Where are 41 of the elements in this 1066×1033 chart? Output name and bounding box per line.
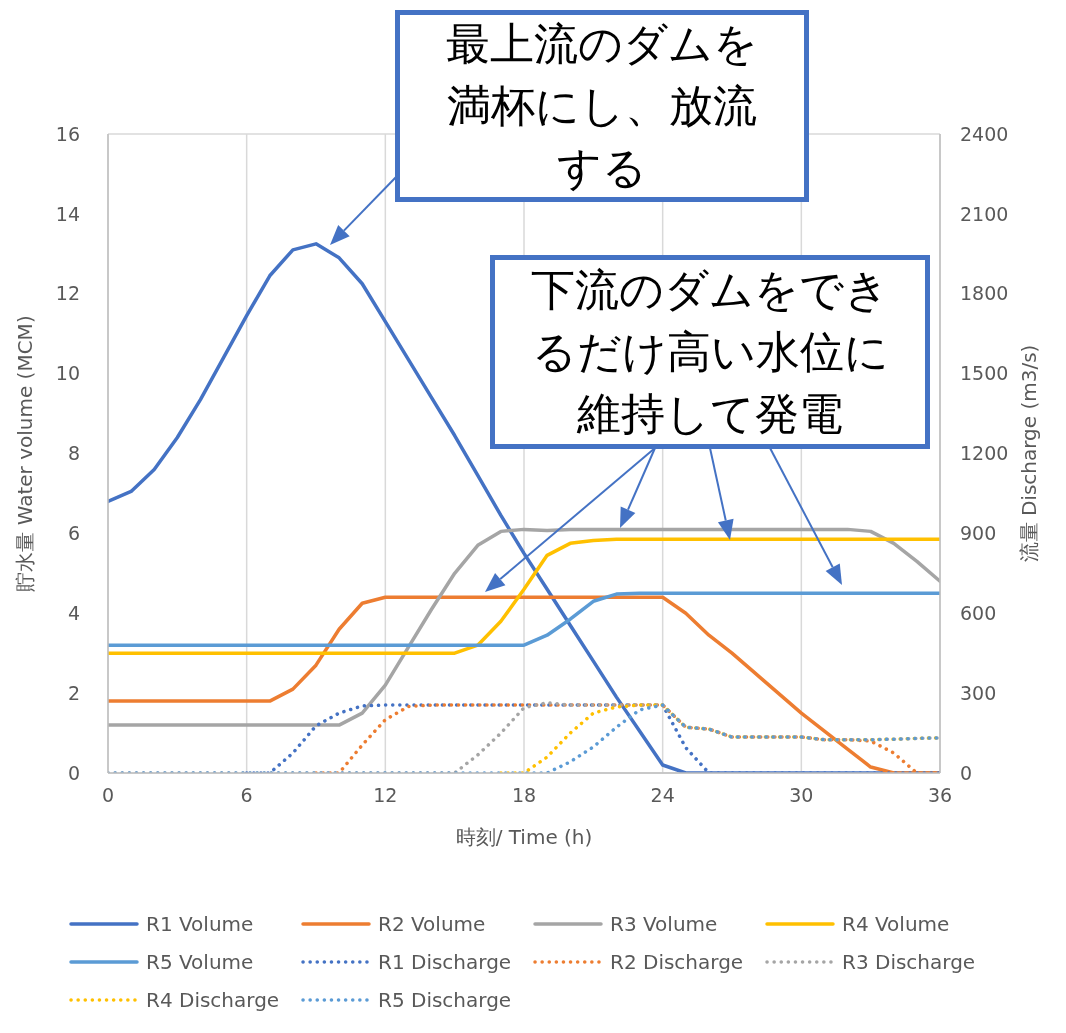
y2-tick-label: 900 bbox=[960, 522, 997, 545]
y-tick-label: 6 bbox=[67, 522, 80, 545]
legend-label: R4 Volume bbox=[842, 912, 950, 936]
y-tick-label: 8 bbox=[67, 442, 80, 465]
y2-tick-label: 1800 bbox=[960, 282, 1009, 305]
legend-label: R4 Discharge bbox=[146, 988, 280, 1012]
x-tick-label: 24 bbox=[650, 784, 675, 807]
legend-label: R1 Discharge bbox=[378, 950, 512, 974]
legend-label: R5 Discharge bbox=[378, 988, 512, 1012]
legend-label: R5 Volume bbox=[146, 950, 254, 974]
y2-tick-label: 300 bbox=[960, 681, 997, 704]
legend-label: R2 Volume bbox=[378, 912, 486, 936]
y-tick-label: 14 bbox=[55, 202, 80, 225]
y-tick-label: 4 bbox=[67, 601, 80, 624]
y2-tick-label: 600 bbox=[960, 601, 997, 624]
legend-label: R2 Discharge bbox=[610, 950, 744, 974]
x-tick-label: 0 bbox=[101, 784, 115, 807]
x-tick-label: 12 bbox=[373, 784, 398, 807]
y-tick-label: 12 bbox=[55, 282, 80, 305]
legend-label: R1 Volume bbox=[146, 912, 254, 936]
x-tick-label: 18 bbox=[511, 784, 537, 807]
y-tick-label: 0 bbox=[67, 761, 80, 784]
x-tick-label: 30 bbox=[789, 784, 814, 807]
y-tick-label: 16 bbox=[55, 122, 80, 145]
legend-label: R3 Discharge bbox=[842, 950, 976, 974]
x-tick-label: 6 bbox=[240, 784, 253, 807]
x-axis-title: 時刻/ Time (h) bbox=[455, 825, 593, 850]
legend-label: R3 Volume bbox=[610, 912, 718, 936]
annotation: 下流のダムをできるだけ高い水位に維持して発電 bbox=[530, 263, 890, 441]
y2-tick-label: 1500 bbox=[960, 362, 1009, 385]
x-tick-label: 36 bbox=[927, 784, 953, 807]
y-axis-title: 貯水量 Water volume (MCM) bbox=[13, 315, 38, 592]
y2-tick-label: 2100 bbox=[960, 202, 1009, 225]
annotation: 最上流のダムを満杯にし、放流する bbox=[445, 17, 759, 195]
y-tick-label: 10 bbox=[55, 362, 80, 385]
y-tick-label: 2 bbox=[67, 681, 80, 704]
y2-tick-label: 1200 bbox=[960, 442, 1009, 465]
y2-tick-label: 0 bbox=[960, 761, 973, 784]
line-series bbox=[108, 591, 940, 647]
y2-tick-label: 2400 bbox=[960, 122, 1009, 145]
y2-axis-title: 流量 Discharge (m3/s) bbox=[1017, 344, 1042, 563]
